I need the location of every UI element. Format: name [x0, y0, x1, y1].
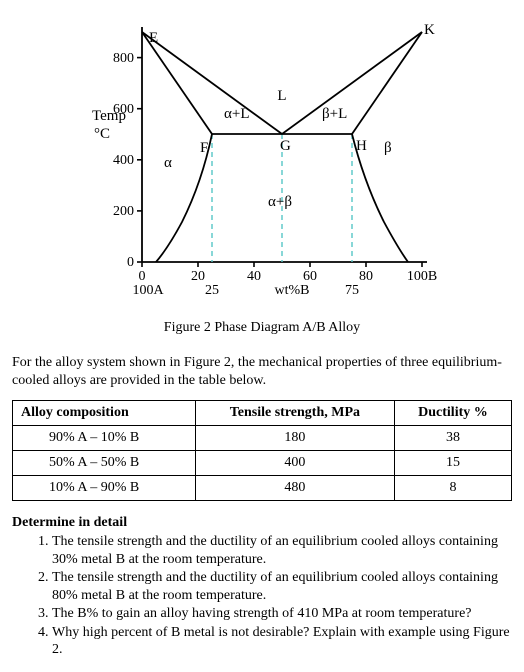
region-beta: β: [384, 140, 392, 156]
questions-list: The tensile strength and the ductility o…: [12, 533, 512, 659]
label-G: G: [280, 138, 291, 154]
table-row: 10% A – 90% B 480 8: [13, 476, 512, 501]
determine-heading: Determine in detail: [12, 515, 512, 531]
x-axis-label: wt%B: [275, 283, 310, 298]
xtick-60: 60: [303, 269, 317, 284]
figure-caption: Figure 2 Phase Diagram A/B Alloy: [12, 320, 512, 336]
phase-diagram-container: 0 200 400 600 800 Temp °C 0 20 40 60 80 …: [12, 12, 512, 312]
region-alpha-L: α+L: [224, 106, 249, 122]
cell-comp-1: 50% A – 50% B: [13, 451, 196, 476]
cell-duct-0: 38: [394, 426, 511, 451]
xsubtick-25: 25: [205, 283, 219, 298]
label-E: E: [149, 30, 158, 46]
x-left-end: 100A: [132, 283, 164, 298]
ytick-0: 0: [127, 255, 134, 270]
region-alpha-beta: α+β: [268, 194, 292, 210]
ytick-200: 200: [113, 204, 134, 219]
question-2: The tensile strength and the ductility o…: [52, 569, 512, 604]
question-4: Why high percent of B metal is not desir…: [52, 624, 512, 659]
cell-ts-1: 400: [195, 451, 394, 476]
label-K: K: [424, 22, 435, 38]
xtick-20: 20: [191, 269, 205, 284]
phase-diagram: 0 200 400 600 800 Temp °C 0 20 40 60 80 …: [72, 12, 452, 312]
table-header-row: Alloy composition Tensile strength, MPa …: [13, 401, 512, 426]
intro-text: For the alloy system shown in Figure 2, …: [12, 354, 512, 390]
xtick-100: 100B: [407, 269, 437, 284]
table-row: 90% A – 10% B 180 38: [13, 426, 512, 451]
question-1: The tensile strength and the ductility o…: [52, 533, 512, 568]
table-row: 50% A – 50% B 400 15: [13, 451, 512, 476]
label-L: L: [277, 88, 286, 104]
th-composition: Alloy composition: [13, 401, 196, 426]
y-axis-label-1: Temp: [92, 108, 126, 124]
label-F: F: [200, 140, 208, 156]
properties-table: Alloy composition Tensile strength, MPa …: [12, 400, 512, 501]
cell-ts-0: 180: [195, 426, 394, 451]
y-axis-label-2: °C: [94, 126, 110, 142]
label-H: H: [356, 138, 367, 154]
ytick-400: 400: [113, 153, 134, 168]
th-tensile: Tensile strength, MPa: [195, 401, 394, 426]
cell-comp-0: 90% A – 10% B: [13, 426, 196, 451]
ytick-800: 800: [113, 51, 134, 66]
th-ductility: Ductility %: [394, 401, 511, 426]
xtick-40: 40: [247, 269, 261, 284]
xsubtick-75: 75: [345, 283, 359, 298]
xtick-0: 0: [139, 269, 146, 284]
cell-comp-2: 10% A – 90% B: [13, 476, 196, 501]
cell-ts-2: 480: [195, 476, 394, 501]
cell-duct-2: 8: [394, 476, 511, 501]
cell-duct-1: 15: [394, 451, 511, 476]
xtick-80: 80: [359, 269, 373, 284]
region-beta-L: β+L: [322, 106, 347, 122]
region-alpha: α: [164, 155, 172, 171]
question-3: The B% to gain an alloy having strength …: [52, 605, 512, 623]
